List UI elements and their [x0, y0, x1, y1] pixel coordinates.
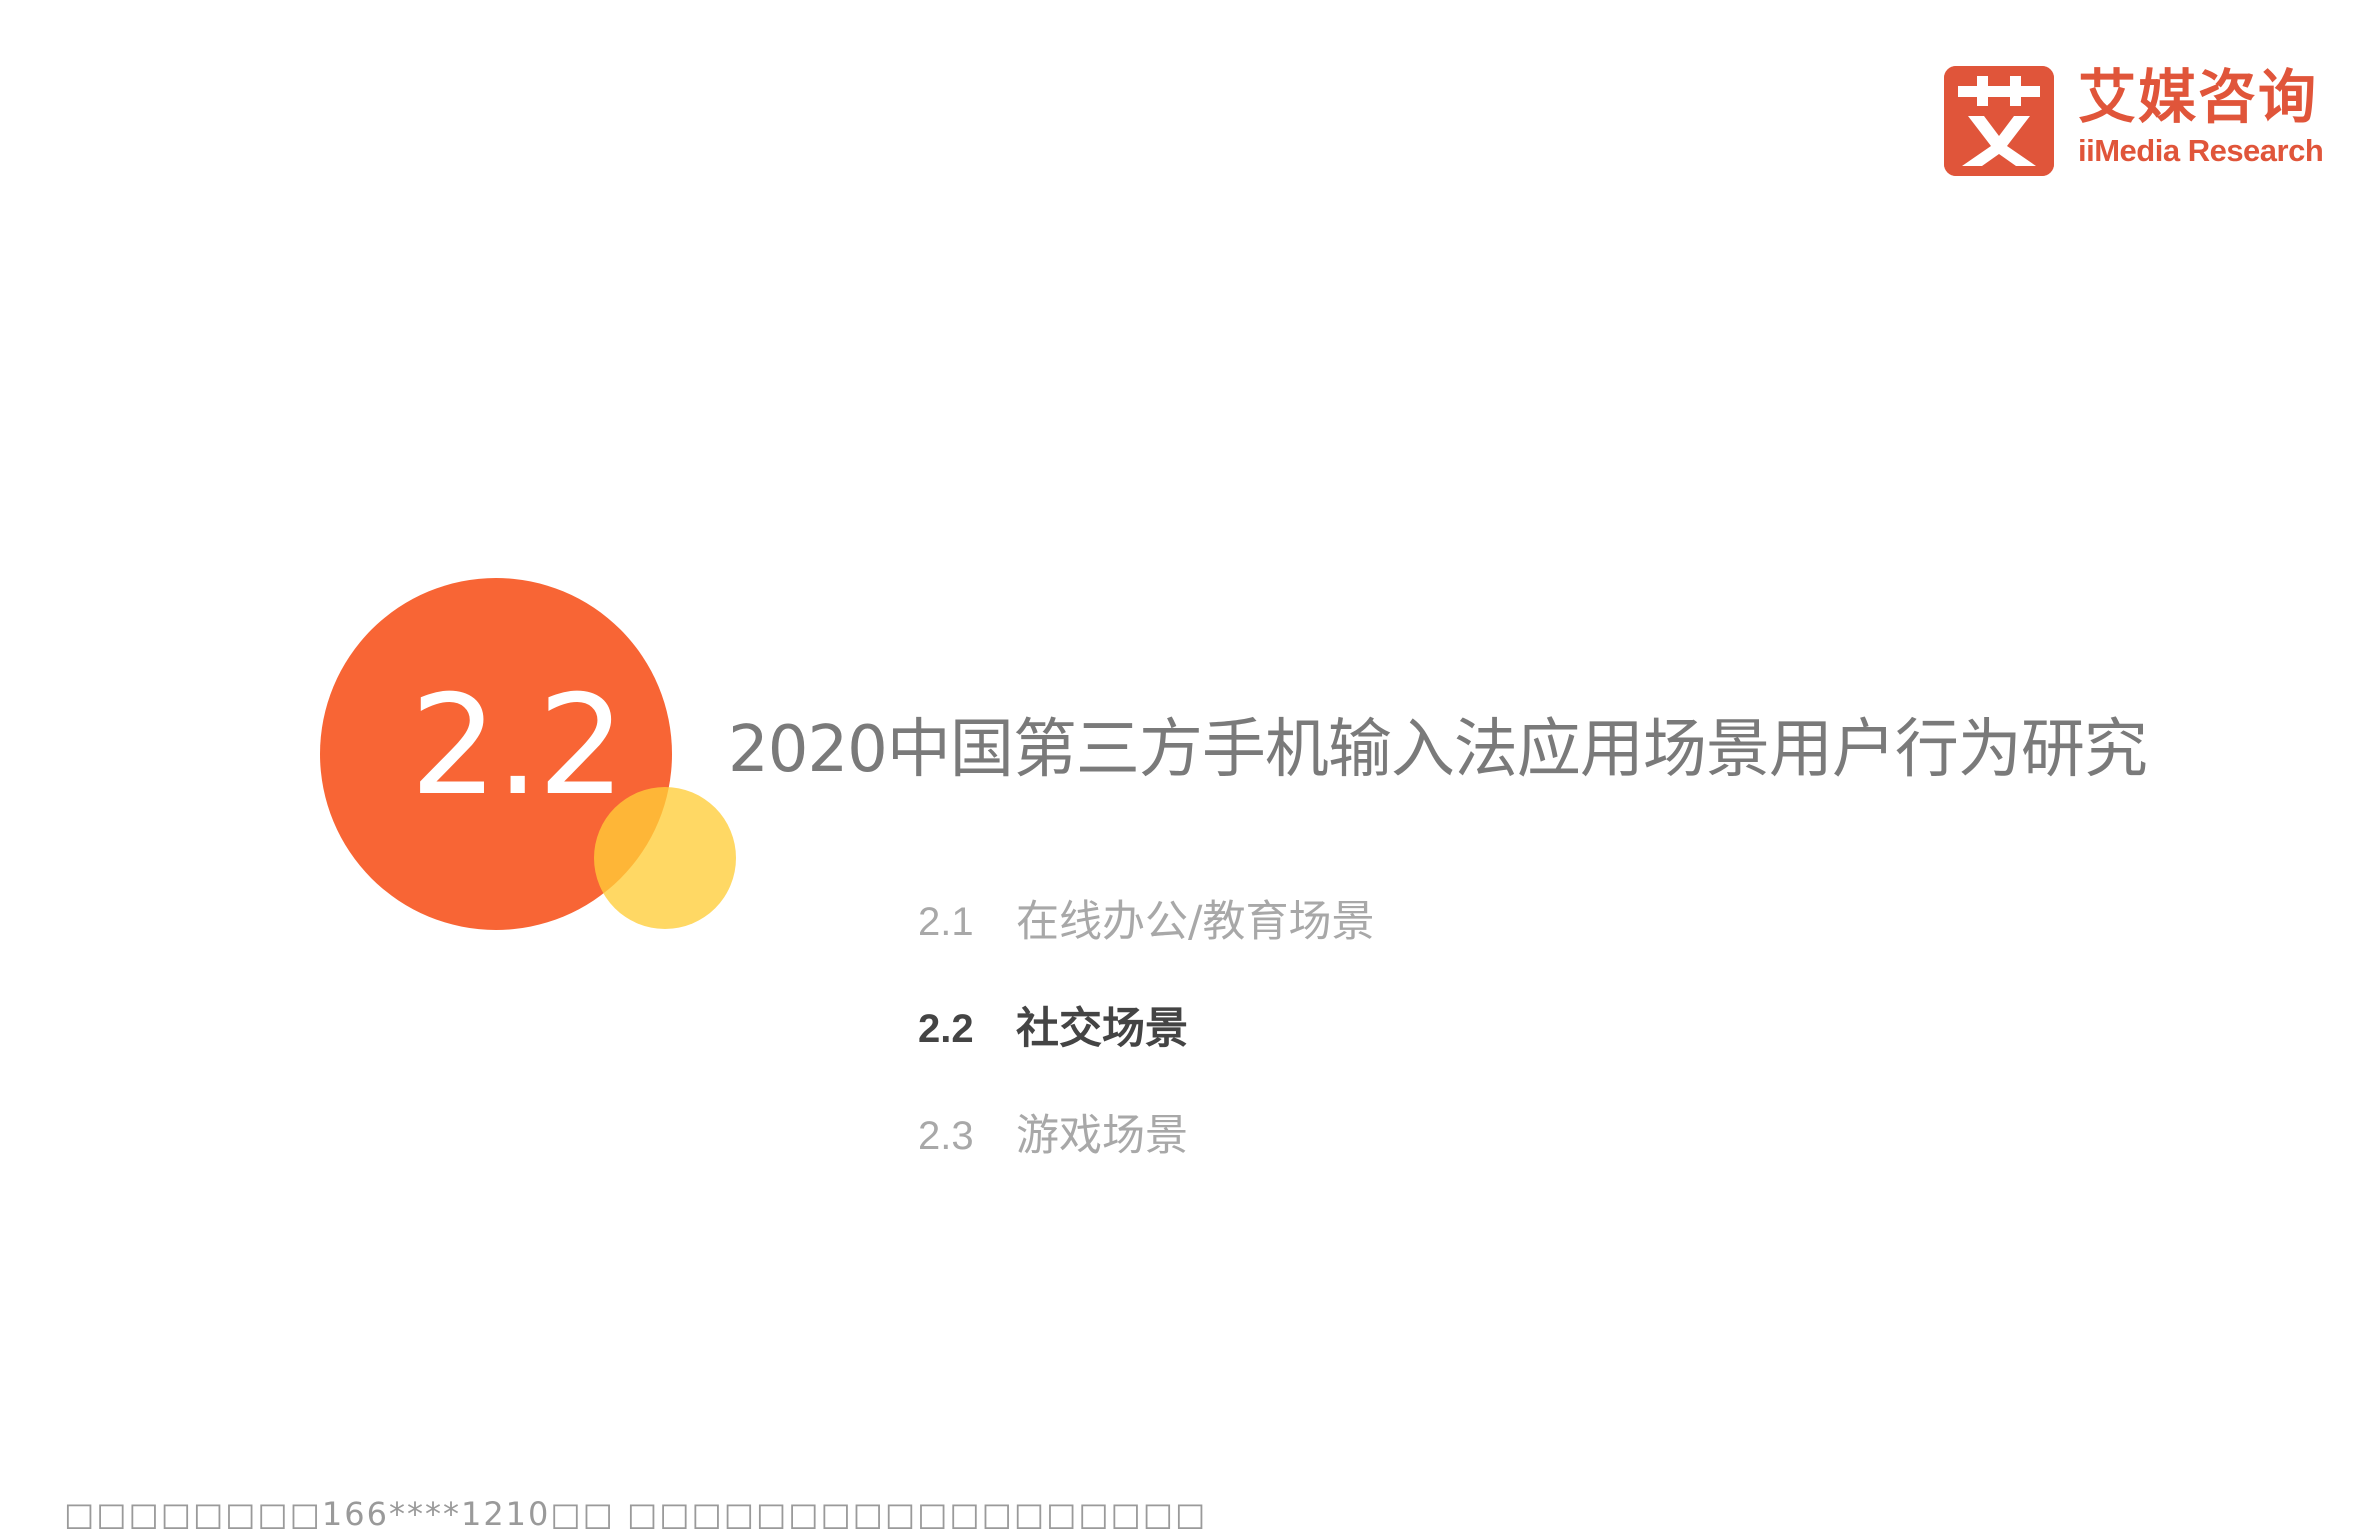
toc-item-label: 在线办公/教育场景 [1016, 897, 1375, 947]
section-bubble-accent [594, 787, 736, 929]
toc-item-number: 2.3 [918, 1114, 974, 1158]
toc-item-number: 2.1 [918, 900, 974, 944]
section-number: 2.2 [410, 665, 625, 826]
brand-name-cn: 艾媒咨询 [2078, 63, 2319, 131]
brand-name-en: iiMedia Research [2078, 133, 2324, 168]
toc-item-label: 游戏场景 [1016, 1111, 1188, 1161]
brand-mark-icon [1944, 66, 2054, 176]
toc-item-number: 2.2 [918, 1007, 974, 1051]
footer-watermark: □□□□□□□□166****1210□□ □□□□□□□□□□□□□□□□□□ [64, 1495, 1208, 1533]
toc-item-label: 社交场景 [1016, 1004, 1188, 1054]
chapter-title: 2020中国第三方手机输入法应用场景用户行为研究 [728, 713, 2148, 787]
brand-logo: 艾媒咨询 iiMedia Research [1944, 64, 2338, 178]
